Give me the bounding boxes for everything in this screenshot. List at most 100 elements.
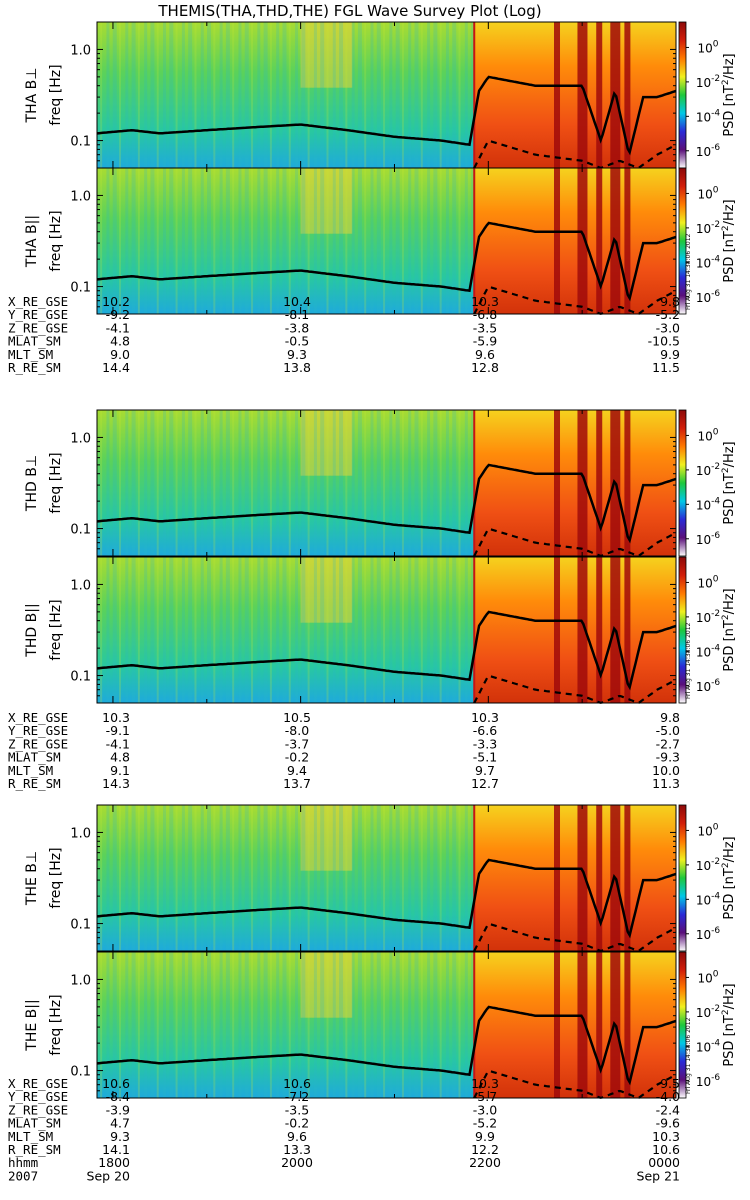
- spectrogram-streak: [125, 168, 129, 314]
- spectrogram-streak: [144, 557, 148, 703]
- spectrogram-streak: [125, 410, 129, 556]
- spectrogram-quiet-region: [97, 557, 475, 703]
- spectrogram-streak: [452, 557, 457, 703]
- spectrogram-streak: [401, 168, 404, 314]
- spectrogram-streak: [100, 22, 103, 168]
- orbit-value: 10.3: [471, 1076, 499, 1091]
- spectrogram-streak: [357, 22, 362, 168]
- colorbar-tick-label: 10-2: [696, 74, 720, 90]
- orbit-row-label: X_RE_GSE: [8, 710, 68, 725]
- spectrogram-streak: [156, 22, 159, 168]
- spectrogram-streak: [389, 22, 393, 168]
- orbit-value: -3.5: [473, 320, 497, 335]
- panel-label: THD B||: [24, 603, 40, 657]
- spectrogram-streak: [320, 557, 325, 703]
- timestamp-stamp: Fri Aug 31 14:38:06 2012: [685, 622, 692, 699]
- orbit-value: 10.6: [652, 1142, 680, 1157]
- y-tick-label: 0.1: [70, 281, 91, 296]
- spectrogram-streak: [232, 22, 235, 168]
- spectrogram-streak: [276, 805, 280, 951]
- spectrogram-streak: [364, 168, 367, 314]
- spectrogram-streak: [364, 805, 367, 951]
- spectrogram-streak: [137, 557, 140, 703]
- spectrogram-streak: [263, 805, 268, 951]
- spectrogram-streak: [445, 410, 449, 556]
- orbit-value: -0.2: [285, 1116, 309, 1131]
- spectrogram-streak: [464, 22, 468, 168]
- spectrogram-streak: [181, 805, 185, 951]
- spectrogram-burst: [554, 952, 561, 1098]
- spectrogram-streak: [471, 22, 476, 168]
- spectrogram-streak: [244, 805, 249, 951]
- spectrogram-streak: [433, 168, 438, 314]
- spectrogram-quiet-region: [97, 410, 475, 556]
- spectrogram-streak: [370, 805, 374, 951]
- colorbar: [678, 804, 687, 952]
- spectrogram-panel: 0.1 1.0 THA B⊥ freq [Hz] 100 10-2 10-4 10-6PSD …: [24, 21, 737, 169]
- spectrogram-streak: [339, 557, 344, 703]
- orbit-row-label: MLT_SM: [8, 347, 53, 362]
- spectrogram-streak: [169, 168, 174, 314]
- spectrogram-streak: [219, 557, 223, 703]
- orbit-row-label: X_RE_GSE: [8, 1076, 68, 1091]
- spectrogram-burst: [624, 410, 631, 556]
- spectrogram-boundary: [473, 22, 476, 168]
- colorbar: [678, 556, 687, 704]
- spectrogram-streak: [200, 952, 204, 1098]
- orbit-table: X_RE_GSE 10.6 10.6 10.3 9.5Y_RE_GSE -8.4 -7.2-…: [8, 1076, 680, 1183]
- spectrogram-streak: [137, 410, 140, 556]
- spectrogram-streak: [119, 168, 122, 314]
- spectrogram-streak: [370, 952, 374, 1098]
- orbit-value: 10.4: [283, 294, 311, 309]
- spectrogram-streak: [144, 410, 148, 556]
- spectrogram-streak: [383, 168, 386, 314]
- spectrogram-streak: [420, 168, 423, 314]
- spectrogram-streak: [150, 168, 155, 314]
- spectrogram-streak: [144, 168, 148, 314]
- spectrogram-streak: [225, 805, 230, 951]
- spectrogram-streak: [320, 410, 325, 556]
- spectrogram-streak: [420, 22, 423, 168]
- spectrogram-streak: [276, 22, 280, 168]
- spectrogram-burst: [624, 168, 631, 314]
- colorbar-label: PSD [nT2/Hz]: [721, 983, 737, 1066]
- spectrogram-streak: [163, 805, 167, 951]
- spectrogram-streak: [144, 805, 148, 951]
- spectrogram-streak: [408, 410, 412, 556]
- spectrogram-streak: [427, 557, 431, 703]
- spectrogram-streak: [188, 952, 193, 1098]
- spectrogram-streak: [301, 168, 306, 314]
- orbit-table: X_RE_GSE 10.3 10.5 10.3 9.8Y_RE_GSE -9.1 -8.0-…: [8, 710, 680, 791]
- spectrogram-streak: [320, 952, 325, 1098]
- spectrogram-streak: [238, 22, 242, 168]
- spectrogram-streak: [320, 22, 325, 168]
- spectrogram-streak: [395, 22, 400, 168]
- spectrogram-streak: [452, 805, 457, 951]
- spectrogram-streak: [200, 22, 204, 168]
- spectrogram-streak: [112, 557, 117, 703]
- spectrogram-streak: [458, 805, 461, 951]
- spectrogram-streak: [112, 22, 117, 168]
- spectrogram-streak: [257, 22, 261, 168]
- orbit-value: -5.0: [656, 723, 680, 738]
- spectrogram-streak: [332, 805, 336, 951]
- orbit-value: -9.6: [656, 1116, 680, 1131]
- spectrogram-streak: [351, 805, 355, 951]
- orbit-value: -3.3: [473, 736, 497, 751]
- spectrogram-burst: [577, 952, 588, 1098]
- colorbar-tick-label: 10-6: [696, 678, 721, 694]
- spectrogram-streak: [213, 557, 216, 703]
- spectrogram-streak: [395, 952, 400, 1098]
- dashed-overlay-line: [473, 139, 677, 169]
- orbit-tables: X_RE_GSE 10.2 10.4 10.3 9.8Y_RE_GSE -9.2 -8.1-…: [8, 294, 680, 1183]
- orbit-row-label: Z_RE_GSE: [8, 1102, 68, 1117]
- orbit-value: 12.2: [471, 1142, 499, 1157]
- colorbar-tick-label: 10-4: [696, 496, 721, 512]
- orbit-value: 10.6: [283, 1076, 311, 1091]
- spectrogram-streak: [207, 805, 212, 951]
- spectrogram-streak: [395, 557, 400, 703]
- solid-overlay-line: [96, 858, 677, 939]
- orbit-row-label: Z_RE_GSE: [8, 320, 68, 335]
- spectrogram-enhancement: [300, 168, 353, 234]
